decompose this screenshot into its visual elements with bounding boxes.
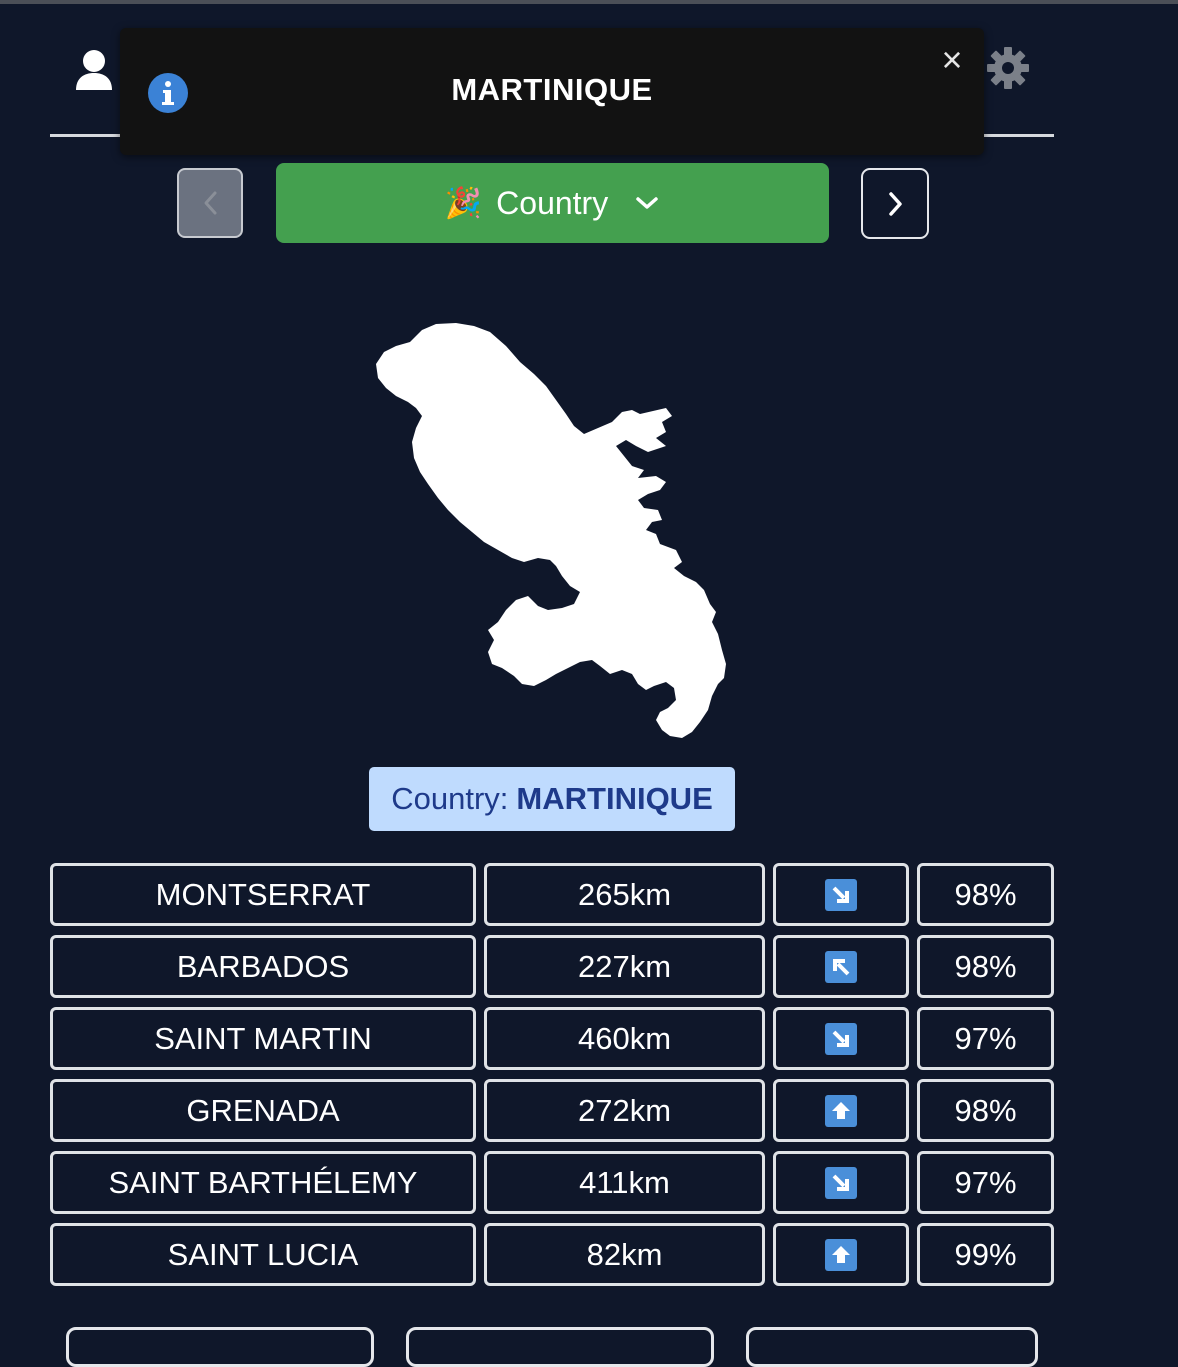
guess-row: MONTSERRAT 265km 98%: [50, 863, 1054, 926]
arrow-up-icon: [825, 1094, 857, 1127]
guess-direction: [773, 1079, 909, 1142]
guess-direction: [773, 863, 909, 926]
guess-name: SAINT LUCIA: [50, 1223, 476, 1286]
party-popper-icon: 🎉: [444, 186, 483, 220]
guess-name: SAINT MARTIN: [50, 1007, 476, 1070]
guess-name: BARBADOS: [50, 935, 476, 998]
guess-row: BARBADOS 227km 98%: [50, 935, 1054, 998]
close-icon[interactable]: ×: [941, 39, 963, 80]
guess-proximity: 98%: [917, 1079, 1054, 1142]
guess-row: SAINT LUCIA 82km 99%: [50, 1223, 1054, 1286]
guess-distance: 411km: [484, 1151, 765, 1214]
answer-badge: Country: MARTINIQUE: [369, 767, 735, 831]
guess-distance: 82km: [484, 1223, 765, 1286]
guess-distance: 460km: [484, 1007, 765, 1070]
guess-direction: [773, 1151, 909, 1214]
guess-name: MONTSERRAT: [50, 863, 476, 926]
bottom-button-1[interactable]: [66, 1327, 374, 1367]
country-silhouette: [376, 323, 726, 738]
guess-row: SAINT BARTHÉLEMY 411km 97%: [50, 1151, 1054, 1214]
guess-proximity: 99%: [917, 1223, 1054, 1286]
guess-direction: [773, 935, 909, 998]
toast-title: MARTINIQUE: [451, 72, 653, 107]
guess-row: SAINT MARTIN 460km 97%: [50, 1007, 1054, 1070]
chevron-right-icon: [889, 192, 902, 216]
next-button[interactable]: [861, 168, 929, 239]
bottom-button-3[interactable]: [746, 1327, 1038, 1367]
guess-proximity: 98%: [917, 863, 1054, 926]
answer-prefix: Country:: [391, 781, 509, 816]
info-icon: [148, 73, 188, 113]
arrow-down-right-icon: [825, 1166, 857, 1199]
arrow-down-right-icon: [825, 878, 857, 911]
guess-proximity: 98%: [917, 935, 1054, 998]
gear-icon[interactable]: [986, 46, 1030, 90]
chevron-down-icon: [636, 197, 658, 209]
bottom-button-2[interactable]: [406, 1327, 714, 1367]
previous-button[interactable]: [177, 168, 243, 238]
arrow-up-left-icon: [825, 950, 857, 983]
mode-label: Country: [496, 184, 609, 221]
arrow-up-icon: [825, 1238, 857, 1271]
mode-select-button[interactable]: 🎉 Country: [276, 163, 829, 243]
guess-direction: [773, 1007, 909, 1070]
guess-name: GRENADA: [50, 1079, 476, 1142]
guess-distance: 227km: [484, 935, 765, 998]
guess-proximity: 97%: [917, 1151, 1054, 1214]
guess-distance: 265km: [484, 863, 765, 926]
guess-row: GRENADA 272km 98%: [50, 1079, 1054, 1142]
window-top-border: [0, 0, 1178, 4]
arrow-down-right-icon: [825, 1022, 857, 1055]
guess-direction: [773, 1223, 909, 1286]
answer-name: MARTINIQUE: [516, 781, 713, 816]
guess-name: SAINT BARTHÉLEMY: [50, 1151, 476, 1214]
guess-distance: 272km: [484, 1079, 765, 1142]
country-toast: MARTINIQUE ×: [120, 28, 984, 155]
chevron-left-icon: [204, 191, 217, 215]
user-icon[interactable]: [74, 48, 114, 92]
guess-proximity: 97%: [917, 1007, 1054, 1070]
